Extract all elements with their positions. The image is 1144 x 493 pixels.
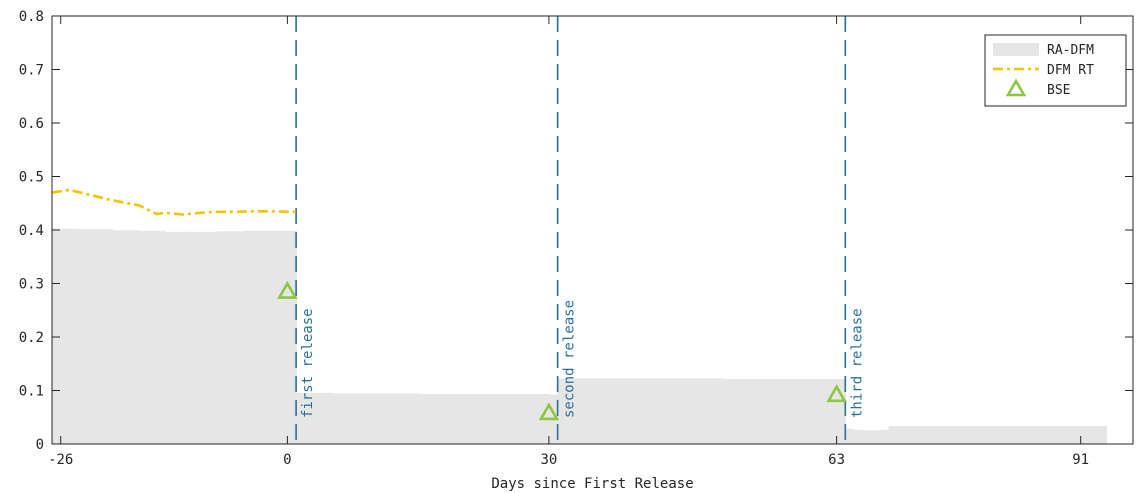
legend-swatch-bse [1005,78,1027,97]
ra-dfm-bar [845,428,855,445]
ra-dfm-bar [635,378,680,445]
release-label-3: third release [849,308,865,418]
dfm-rt-line-group [51,188,297,216]
y-tick-label: 0.8 [19,9,44,25]
x-tick-label: 0 [283,452,291,468]
ra-dfm-bar [165,231,192,445]
dfm-rt-line [51,188,297,216]
y-tick-label: 0.1 [19,384,44,400]
release-label-2: second release [562,300,578,418]
ra-dfm-bar [766,378,811,445]
ra-dfm-bar [888,426,942,445]
ra-dfm-bar [1071,426,1099,445]
release-lines: first release second release third release [295,16,865,444]
ra-dfm-bar [1028,426,1073,445]
ra-dfm-bar [112,230,140,445]
ra-dfm-bar [191,231,218,445]
ra-dfm-bar [1097,426,1108,445]
axes: 00.10.20.30.40.50.60.70.8-26 0 30 63 91 [19,9,1134,468]
x-tick-label: 30 [540,452,557,468]
ra-dfm-bar [243,230,271,445]
ra-dfm-bar [722,378,768,445]
x-axis-label: Days since First Release [491,476,693,492]
ra-dfm-bar [557,378,593,445]
y-tick-label: 0.2 [19,330,44,346]
ra-dfm-bar [810,378,846,445]
legend: RA-DFM DFM RT BSE [984,34,1127,107]
y-tick-label: 0.4 [19,223,44,239]
legend-label: DFM RT [1047,63,1094,78]
ra-dfm-bar [679,378,724,445]
ra-dfm-bar [374,393,419,445]
ra-dfm-area [51,228,1108,445]
ra-dfm-bar [940,426,986,445]
ra-dfm-bar [138,230,166,445]
ra-dfm-bar [217,231,245,445]
ra-dfm-bar [862,430,881,445]
legend-label: BSE [1047,83,1070,98]
legend-swatch-ra-dfm [993,43,1039,56]
y-tick-label: 0.7 [19,63,44,79]
bse-marker [826,384,847,403]
ra-dfm-bar [77,229,114,445]
x-tick-label: -26 [48,452,73,468]
ra-dfm-bar [853,429,864,445]
ra-dfm-bar [879,429,890,445]
x-tick-label: 63 [828,452,845,468]
y-tick-label: 0.6 [19,116,44,132]
y-tick-label: 0 [36,437,44,453]
bse-marker [277,280,298,299]
ra-dfm-bar [984,426,1029,445]
bse-marker [538,402,560,421]
ra-dfm-bar [269,230,297,445]
ra-dfm-bar [592,378,637,445]
y-tick-label: 0.3 [19,277,44,293]
x-tick-label: 91 [1072,452,1089,468]
bse-markers [277,280,847,421]
release-label-1: first release [300,308,316,418]
y-tick-label: 0.5 [19,170,44,186]
ra-dfm-bar [461,393,506,445]
legend-label: RA-DFM [1047,43,1094,58]
ra-dfm-bar [330,393,375,445]
ra-dfm-bar [51,228,79,445]
ra-dfm-bar [417,393,463,445]
